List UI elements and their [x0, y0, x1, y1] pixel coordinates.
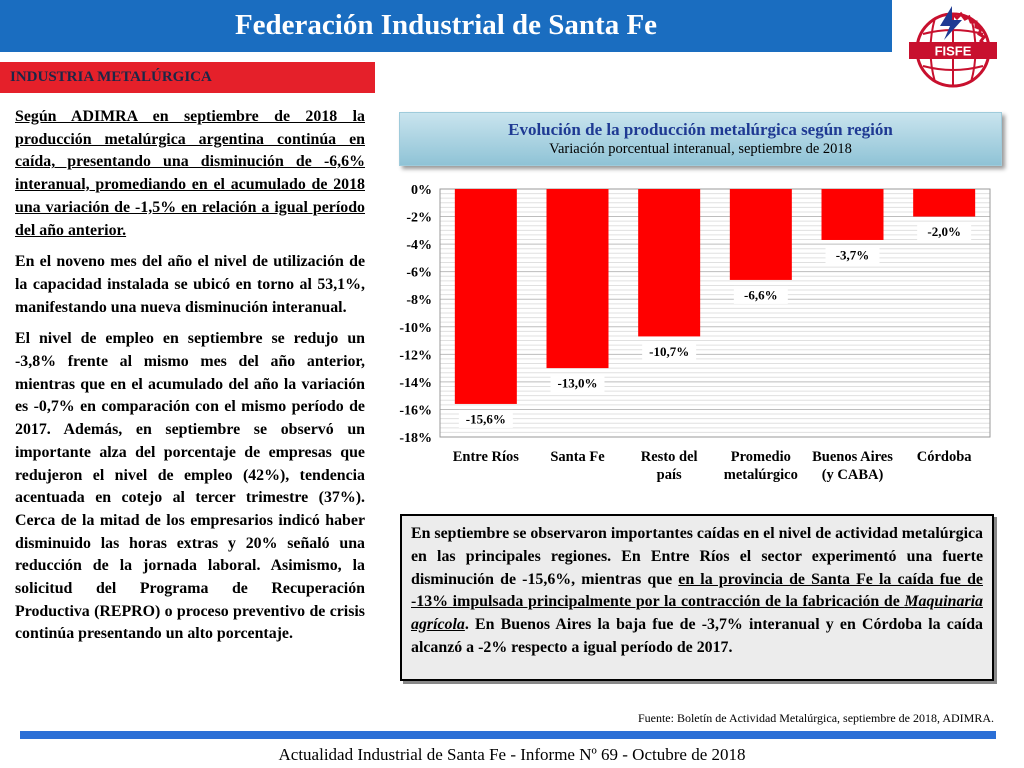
- data-label-bg: [917, 222, 972, 241]
- y-tick-label: -8%: [406, 293, 432, 308]
- data-label-bg: [825, 245, 880, 264]
- footer-text: Actualidad Industrial de Santa Fe - Info…: [278, 745, 746, 764]
- data-label: -2,0%: [927, 224, 961, 239]
- x-tick-label: Promedio: [731, 449, 791, 465]
- note-part-4: . En Buenos Aires la baja fue de -3,7% i…: [411, 616, 983, 656]
- y-tick-label: 0%: [411, 183, 432, 198]
- y-tick-label: -16%: [399, 403, 432, 418]
- bar: [454, 189, 517, 404]
- bar-chart: 0% -2% -4% -6% -8% -10% -12% -14% -16% -18% -15,6%…: [394, 175, 1010, 497]
- paragraph-2: En el noveno mes del año el nivel de uti…: [15, 253, 365, 316]
- x-tick-label: Córdoba: [917, 449, 973, 465]
- note-text: En septiembre se observaron importantes …: [411, 523, 983, 660]
- y-tick-label: -4%: [406, 238, 432, 253]
- data-label: -15,6%: [466, 411, 506, 426]
- y-tick-label: -10%: [399, 321, 432, 336]
- chart-subtitle: Variación porcentual interanual, septiem…: [549, 141, 852, 157]
- y-tick-label: -18%: [399, 431, 432, 446]
- data-label: -6,6%: [744, 287, 778, 302]
- data-label: -13,0%: [557, 376, 597, 391]
- y-tick-label: -6%: [406, 266, 432, 281]
- x-tick-label: (y CABA): [822, 467, 884, 483]
- data-label: -10,7%: [649, 344, 689, 359]
- x-tick-label: Entre Ríos: [453, 449, 520, 465]
- x-tick-label: país: [657, 467, 682, 483]
- data-label-bg: [458, 409, 513, 428]
- data-label-bg: [550, 374, 605, 393]
- bar: [729, 189, 792, 280]
- chart-header: Evolución de la producción metalúrgica s…: [399, 112, 1002, 166]
- page-title: Federación Industrial de Santa Fe: [234, 9, 658, 41]
- x-tick-label: metalúrgico: [724, 467, 798, 483]
- bar-chart-svg: 0% -2% -4% -6% -8% -10% -12% -14% -16% -18% -15,6%…: [399, 183, 991, 483]
- note-part-1: En septiembre se observaron importantes …: [411, 525, 983, 588]
- section-tag: INDUSTRIA METALÚRGICA: [0, 62, 375, 93]
- note-part-2: en la provincia de Santa Fe la caída fue…: [411, 570, 983, 611]
- y-tick-label: -12%: [399, 348, 432, 363]
- x-tick-label: Santa Fe: [550, 449, 605, 465]
- bar: [638, 189, 701, 337]
- y-tick-label: -14%: [399, 376, 432, 391]
- note-box: En septiembre se observaron importantes …: [400, 514, 994, 681]
- data-label-bg: [733, 285, 788, 304]
- footer-divider: [20, 731, 996, 739]
- y-tick-label: -2%: [406, 211, 432, 226]
- fisfe-logo: FISFE: [906, 4, 1000, 90]
- data-label: -3,7%: [836, 247, 870, 262]
- data-label-bg: [642, 342, 697, 361]
- chart-title: Evolución de la producción metalúrgica s…: [508, 120, 893, 139]
- bar: [821, 189, 884, 240]
- logo-text: FISFE: [935, 44, 972, 59]
- bar: [546, 189, 609, 369]
- header-banner: Federación Industrial de Santa Fe: [0, 0, 892, 52]
- section-tag-label: INDUSTRIA METALÚRGICA: [10, 69, 212, 85]
- fisfe-logo-icon: FISFE: [909, 6, 997, 88]
- x-tick-label: Buenos Aires: [812, 449, 893, 465]
- left-text-column: Según ADIMRA en septiembre de 2018 la pr…: [15, 106, 365, 655]
- paragraph-3: El nivel de empleo en septiembre se redu…: [15, 330, 365, 643]
- plot-area: [439, 188, 991, 438]
- bar: [913, 189, 976, 217]
- x-tick-label: Resto del: [641, 449, 698, 465]
- source-note: Fuente: Boletín de Actividad Metalúrgica…: [637, 711, 994, 725]
- paragraph-1: Según ADIMRA en septiembre de 2018 la pr…: [15, 108, 365, 239]
- note-part-3: Maquinaria agrícola: [411, 593, 983, 634]
